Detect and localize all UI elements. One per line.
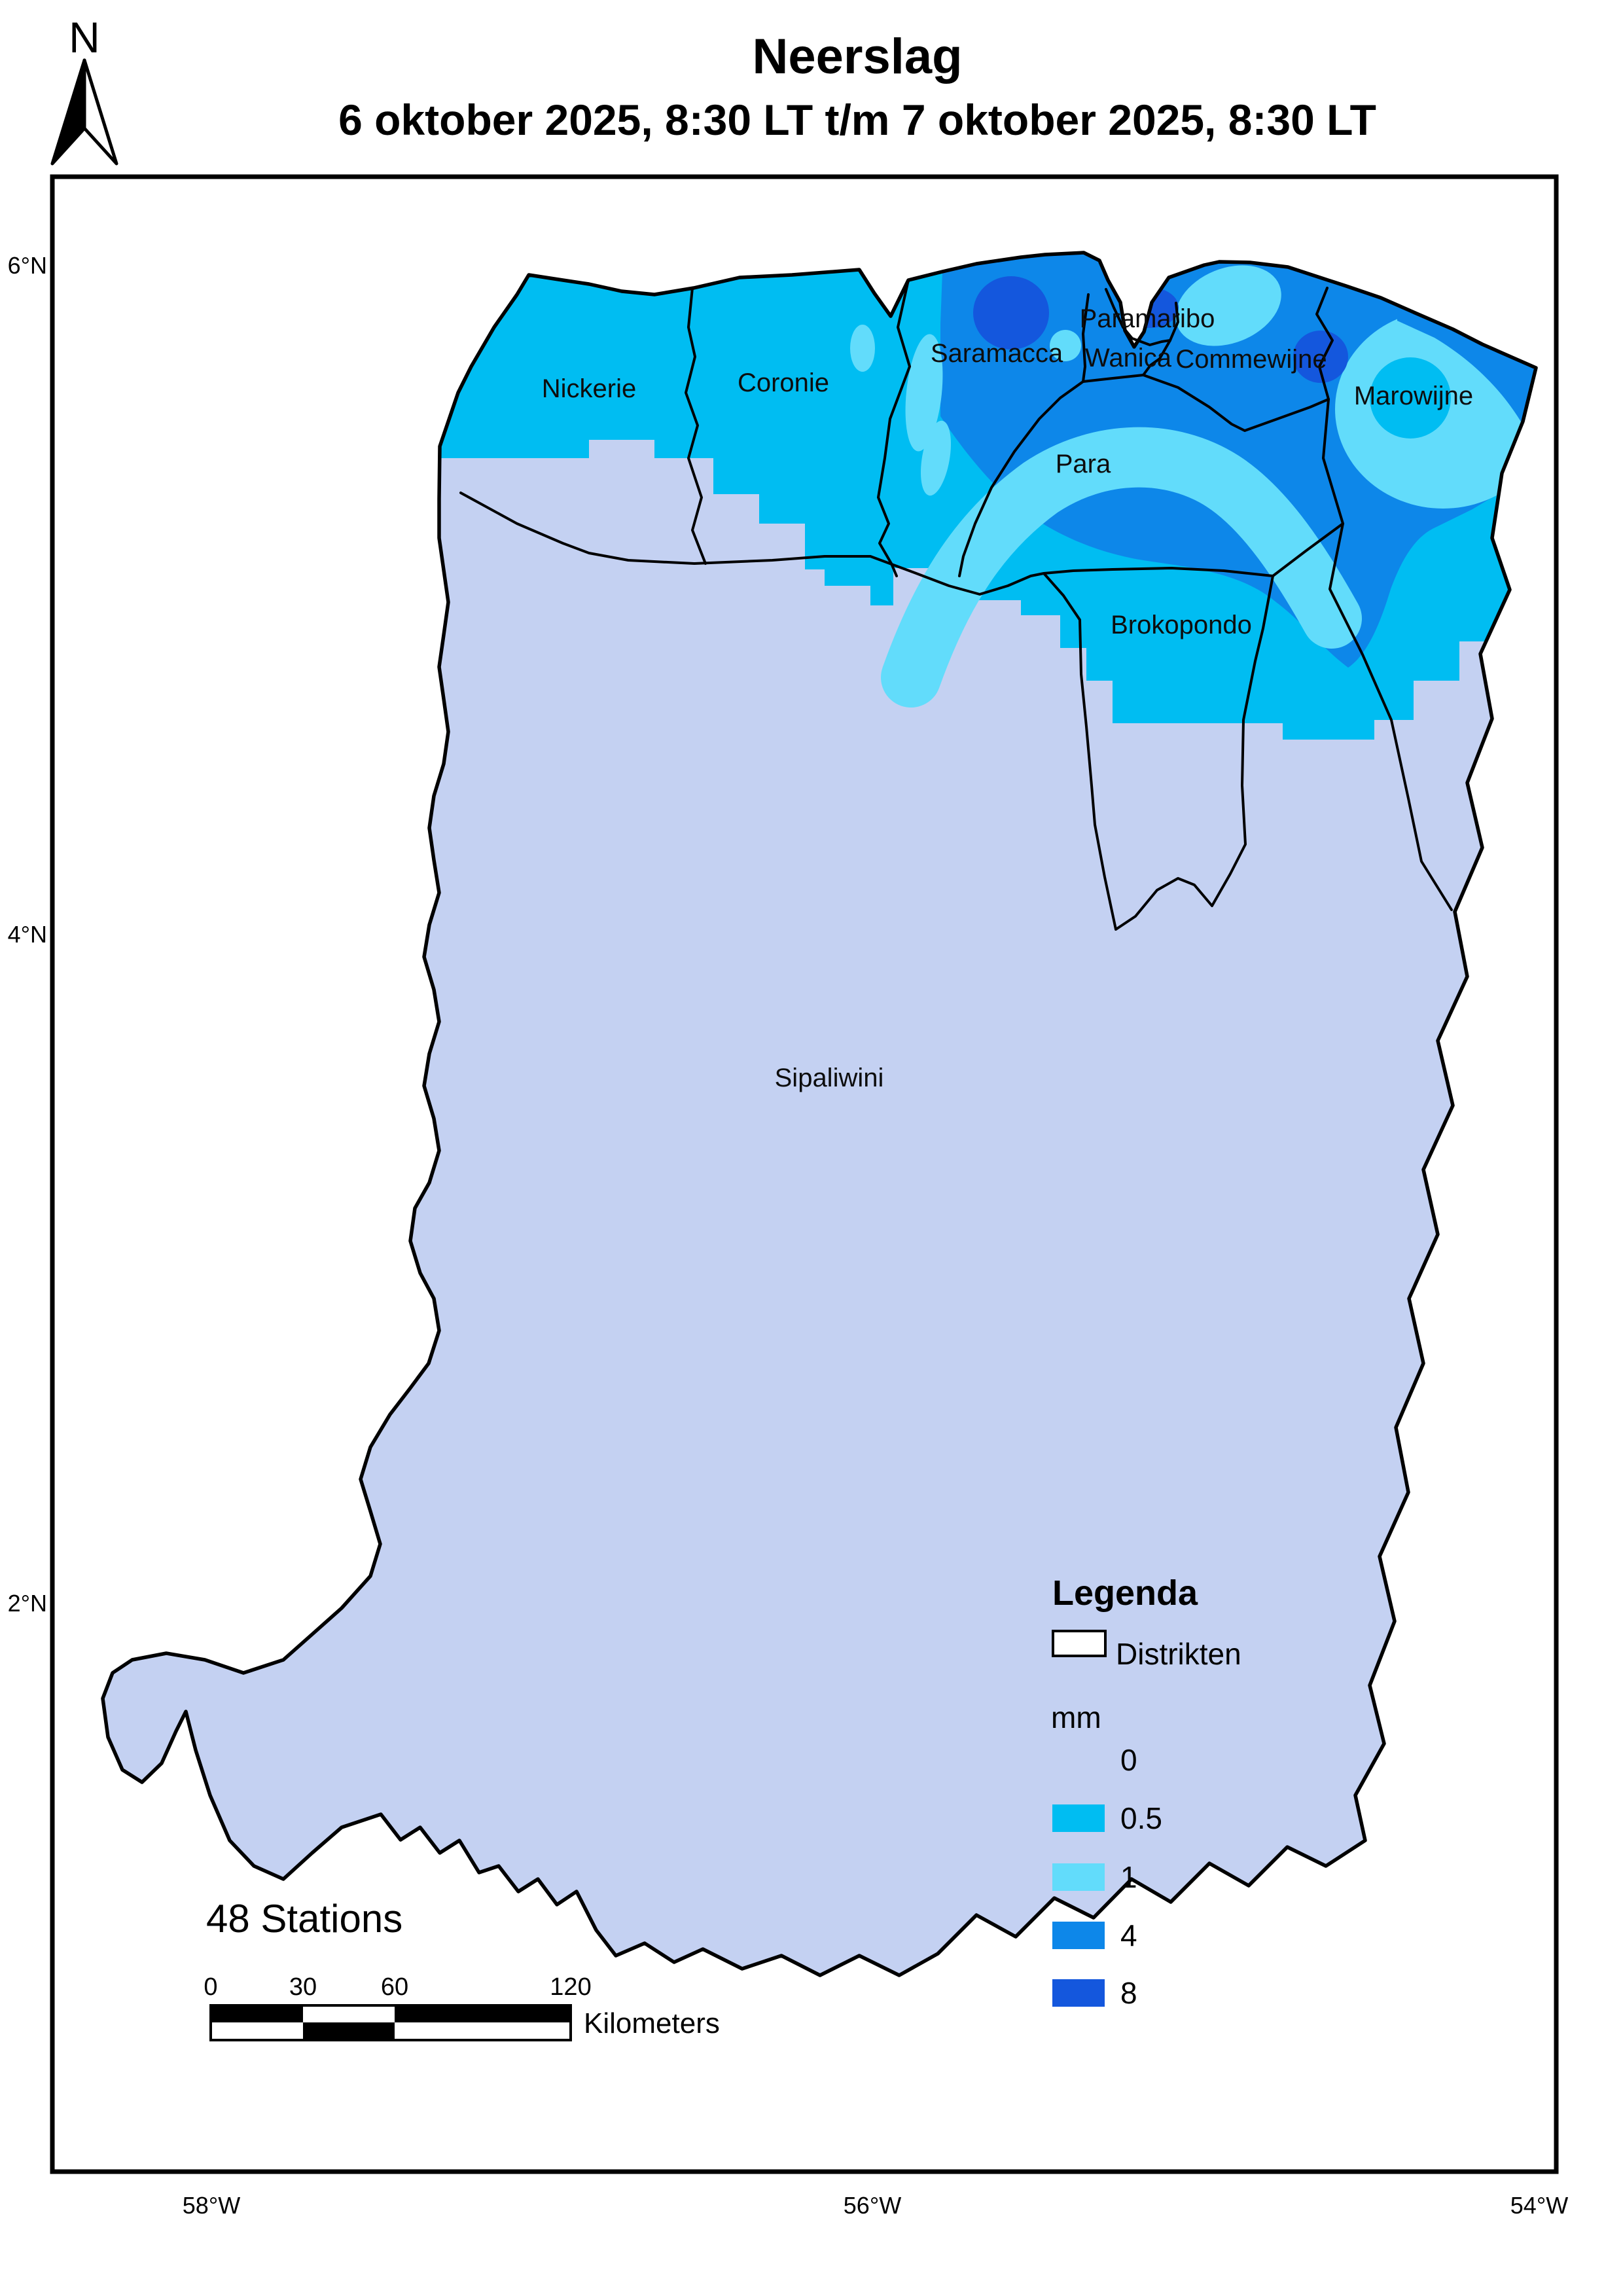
boundary-para-marowijne [1272,522,1344,577]
legend-label-4: 4 [1120,1918,1137,1952]
scalebar-tick-30: 30 [289,1973,317,2001]
district-label-paramaribo: Paramaribo [1080,304,1215,333]
district-boundaries [459,279,1453,931]
rain-class1-commewijne-blob [1175,265,1281,346]
rain-class8-saramacca [973,276,1049,350]
district-label-nickerie: Nickerie [542,374,636,403]
scalebar-segment [211,2022,303,2040]
rain-class05-marowijne-core [1370,357,1451,439]
lon-label-56w: 56°W [844,2192,901,2219]
boundary-saramacca-para [958,380,1084,577]
scalebar-tick-60: 60 [381,1973,408,2001]
legend-swatch-8 [1052,1979,1105,2007]
legend-swatch-1 [1052,1863,1105,1891]
boundary-commewijne-south [1142,374,1330,432]
legend-label-8: 8 [1120,1976,1137,2010]
lat-label-2n: 2°N [8,1590,47,1617]
boundary-paramaribo-east [1169,302,1179,342]
legend: Legenda Distrikten mm 0 0.5 1 4 8 [1051,1573,1241,2010]
legend-districts-label: Distrikten [1116,1637,1241,1671]
legend-swatch-0.5 [1052,1804,1105,1832]
district-label-para: Para [1056,450,1111,478]
lat-label-6n: 6°N [8,252,47,279]
district-label-wanica: Wanica [1085,344,1172,372]
rain-class1-wanica-spot [1050,330,1081,361]
legend-districts-swatch [1052,1630,1107,1657]
legend-title: Legenda [1052,1573,1198,1613]
scalebar-segment [211,2005,303,2022]
stations-count: 48 Stations [206,1897,402,1941]
scalebar-tick-120: 120 [550,1973,591,2001]
boundary-paramaribo-west-south [1105,288,1171,346]
boundary-nickerie-coronie [685,287,707,565]
lat-label-4n: 4°N [8,921,47,948]
legend-swatch-4 [1052,1922,1105,1949]
country-outline [101,251,1538,1977]
legend-label-0: 0 [1120,1743,1137,1777]
scalebar-unit: Kilometers [584,2007,720,2039]
scalebar-border [209,2004,572,2041]
rain-class1-saramacca-sliver-b [920,420,952,496]
north-arrow: N [50,13,118,166]
district-label-commewijne: Commewijne [1175,345,1327,374]
scale-bar: 0 30 60 120 Kilometers [204,1973,720,2041]
boundary-sipaliwini-north-brokopondo [459,492,1274,931]
scalebar-segment [395,2022,571,2040]
boundary-wanica-west-south [1082,293,1145,383]
boundary-marowijne-west [1322,398,1453,911]
boundary-commewijne-marowijne [1315,287,1334,401]
north-arrow-left-half [50,58,86,166]
legend-swatch-0 [1052,1746,1105,1774]
district-label-marowijne: Marowijne [1354,382,1473,410]
north-arrow-right-half [82,58,118,166]
map-subtitle: 6 oktober 2025, 8:30 LT t/m 7 oktober 20… [338,96,1376,144]
rain-class1-saramacca-sliver-a [905,334,943,452]
legend-label-0.5: 0.5 [1120,1801,1162,1835]
map-title: Neerslag [752,29,962,84]
district-label-coronie: Coronie [738,368,829,397]
district-label-sipaliwini: Sipaliwini [775,1064,884,1092]
district-label-brokopondo: Brokopondo [1111,611,1252,639]
district-labels: Nickerie Coronie Saramacca Paramaribo Wa… [542,304,1473,1092]
scalebar-segment [395,2005,571,2022]
boundary-coronie-saramacca [877,279,911,577]
rain-class4-ne-strip [1397,306,1536,431]
boundary-wanica-commewijne [1142,339,1171,376]
lon-label-58w: 58°W [183,2192,240,2219]
north-arrow-label: N [69,13,100,62]
legend-unit-label: mm [1051,1700,1101,1734]
scalebar-tick-0: 0 [204,1973,217,2001]
lon-label-54w: 54°W [1510,2192,1568,2219]
scalebar-segment [303,2005,395,2022]
scalebar-segment [303,2022,395,2040]
district-label-saramacca: Saramacca [931,339,1063,368]
legend-label-1: 1 [1120,1860,1137,1894]
rain-class8-commewijne [1293,331,1348,383]
rain-class1-coronie-spot [850,325,875,372]
